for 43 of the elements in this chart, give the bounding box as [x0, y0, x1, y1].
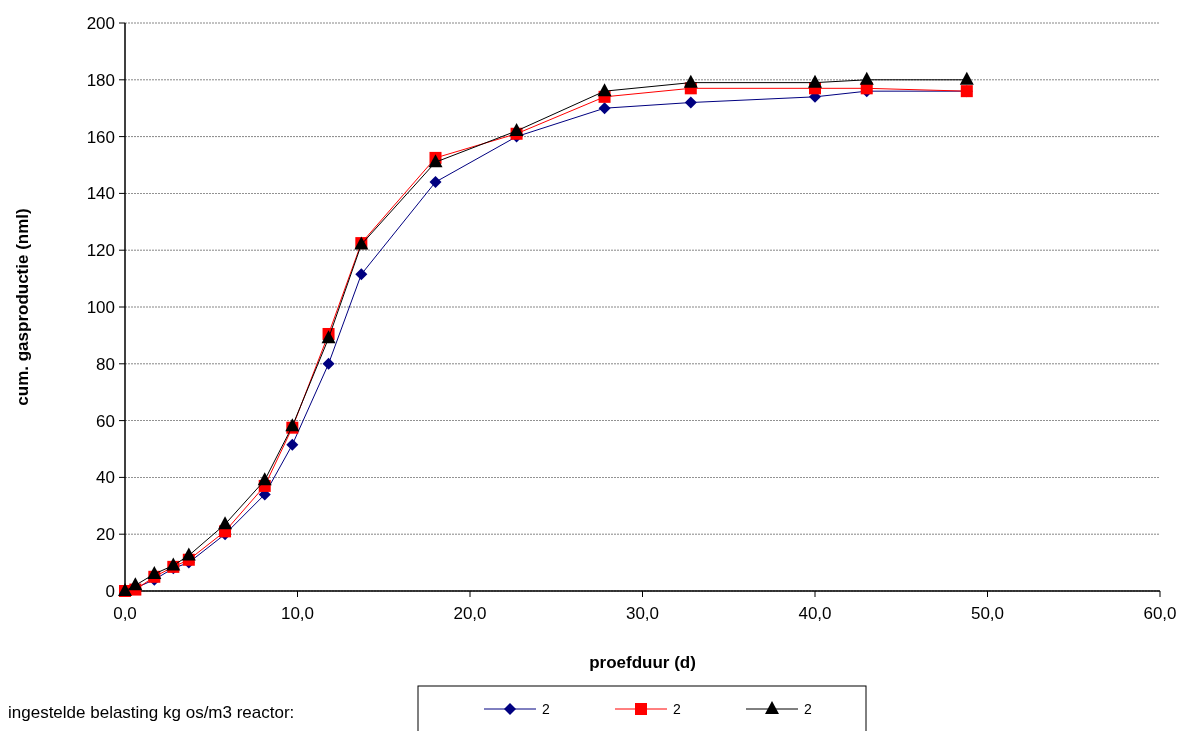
y-tick-label: 0 — [105, 581, 115, 601]
y-tick-label: 200 — [86, 13, 115, 33]
legend-label: 2 — [804, 700, 812, 717]
point — [428, 154, 443, 168]
y-tick-label: 60 — [96, 411, 115, 431]
point — [322, 357, 335, 370]
point — [684, 96, 697, 109]
point — [509, 122, 524, 136]
y-tick-label: 80 — [96, 354, 115, 374]
point — [355, 268, 368, 281]
point — [808, 74, 822, 88]
x-tick-label: 10,0 — [280, 604, 315, 623]
y-tick-label: 180 — [86, 70, 115, 90]
x-tick-label: 0,0 — [113, 604, 137, 623]
point — [683, 74, 698, 88]
point — [128, 577, 143, 591]
y-tick-label: 20 — [96, 525, 115, 545]
point — [181, 547, 196, 561]
y-tick-label: 100 — [86, 297, 115, 317]
point — [959, 71, 974, 85]
y-tick-label: 140 — [86, 184, 115, 204]
x-tick-label: 40,0 — [798, 604, 832, 623]
y-axis-title: cum. gasproductie (nml) — [13, 208, 32, 406]
legend-label: 2 — [542, 700, 550, 717]
x-tick-label: 60,0 — [1143, 604, 1177, 623]
x-tick-label: 30,0 — [625, 604, 660, 623]
point — [429, 176, 442, 189]
point — [147, 565, 162, 579]
y-tick-label: 160 — [86, 127, 115, 147]
y-tick-label: 40 — [96, 468, 115, 488]
x-tick-label: 50,0 — [970, 604, 1005, 623]
legend-label: 2 — [673, 700, 681, 717]
point — [321, 330, 336, 344]
point — [286, 438, 299, 451]
point — [218, 516, 233, 530]
point — [597, 83, 612, 97]
point — [257, 472, 272, 486]
x-axis-title: proefduur (d) — [589, 653, 696, 672]
x-tick-label: 20,0 — [453, 604, 487, 623]
point — [598, 102, 611, 115]
point — [859, 71, 874, 85]
y-tick-label: 120 — [86, 241, 115, 261]
legend-title: ingestelde belasting kg os/m3 reactor: — [8, 703, 295, 722]
